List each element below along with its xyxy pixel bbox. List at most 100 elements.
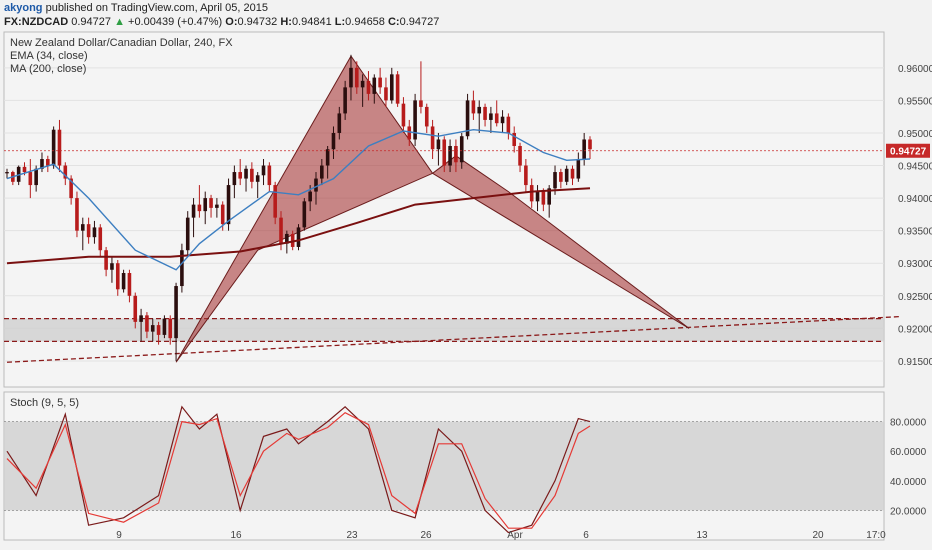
candle-body [547,188,551,205]
candle-body [471,100,476,114]
stochastic-oscillator: 80.0000 60.0000 40.0000 20.0000 [4,405,927,534]
candle-body [314,178,318,192]
candle-body [191,204,196,218]
time-tick-label: Apr [507,530,523,541]
time-tick-label: 16 [230,530,242,541]
candle-body [209,198,213,208]
candle-body [576,159,581,179]
candle-body [34,168,38,186]
candle-body [145,315,149,332]
candle-body [582,139,586,160]
candle-body [331,132,336,150]
candle-body [436,139,441,150]
candle-body [395,74,400,104]
time-tick-label: 23 [346,530,358,541]
candle-body [5,172,9,174]
price-tick-label: 0.92000 [898,324,932,335]
candle-body [325,149,330,166]
candle-body [290,233,295,247]
time-tick-label: 26 [420,530,432,541]
candle-body [454,145,458,163]
candle-body [553,172,557,189]
candle-body [115,263,120,290]
price-tick-label: 0.94500 [898,162,932,173]
candle-body [442,139,447,166]
ma-legend[interactable]: MA (200, close) [10,63,86,75]
stoch-d-line [6,411,591,529]
ma-200-line [6,187,591,265]
candle-body [465,100,470,137]
candle-body [494,113,499,124]
price-axis[interactable]: 0.96000 0.95500 0.95000 0.94500 0.94000 0.935… [886,64,932,368]
candle-body [483,106,487,120]
candle-body [506,116,511,133]
time-tick-label: 13 [696,530,708,541]
candle-body [459,136,464,163]
ema-legend[interactable]: EMA (34, close) [10,50,88,62]
candle-body [238,172,242,179]
price-tick-label: 0.95500 [898,96,932,107]
candle-body [308,191,312,202]
candle-body [389,74,394,101]
candle-body [232,172,237,186]
candle-body [220,204,225,225]
candle-body [564,168,569,182]
candle-body [296,227,301,247]
candle-body [250,168,254,182]
author-name[interactable]: akyong [4,2,43,14]
candle-body [40,159,44,169]
candle-body [500,116,505,124]
candle-body [378,77,382,88]
candle-body [180,250,184,287]
price-chart[interactable]: 0.96000 0.95500 0.95000 0.94500 0.94000 0.935… [0,30,932,550]
last-price-header: 0.94727 [71,16,111,28]
stoch-tick-label: 80.0000 [890,418,927,429]
candle-body [529,185,534,202]
close-label: C: [387,16,400,28]
candle-body [273,185,277,218]
price-tick-label: 0.93000 [898,259,932,270]
high-label: H: [280,16,292,28]
open-label: O: [225,16,238,28]
candle-body [355,67,359,88]
candle-body [63,165,68,179]
time-axis[interactable]: 9 16 23 26 Apr 6 13 20 17:0 [116,530,886,541]
last-price-badge [886,143,930,158]
candle-body [98,227,103,251]
support-trendline [6,316,900,363]
price-tick-label: 0.91500 [898,357,932,368]
price-tick-label: 0.96000 [898,64,932,75]
price-tick-label: 0.95000 [898,129,932,140]
candle-body [203,198,208,212]
time-tick-label: 6 [583,530,589,541]
high-value: 0.94841 [291,16,332,28]
stoch-legend[interactable]: Stoch (9, 5, 5) [10,397,79,409]
candle-body [559,172,563,182]
candle-body [541,191,546,205]
candle-body [174,286,178,339]
candlestick-series [5,54,592,361]
candle-body [104,250,108,270]
candle-body [75,198,79,231]
candle-body [261,165,266,176]
candle-body [477,106,482,114]
candle-body [92,227,97,238]
price-tick-label: 0.93500 [898,227,932,238]
open-value: 0.94732 [237,16,278,28]
candle-body [407,126,412,140]
candle-body [424,106,429,127]
candle-body [413,100,417,140]
stoch-k-line [6,405,591,534]
candle-body [110,263,114,270]
candle-body [80,224,85,231]
candle-body [535,191,540,202]
stoch-band [4,421,884,511]
published-text: published on TradingView.com, April 05, … [45,2,268,14]
stoch-tick-label: 20.0000 [890,506,927,517]
candle-body [570,168,575,179]
candle-body [139,315,143,322]
candle-body [419,100,423,107]
stoch-tick-label: 60.0000 [890,447,927,458]
candle-body [384,87,388,101]
